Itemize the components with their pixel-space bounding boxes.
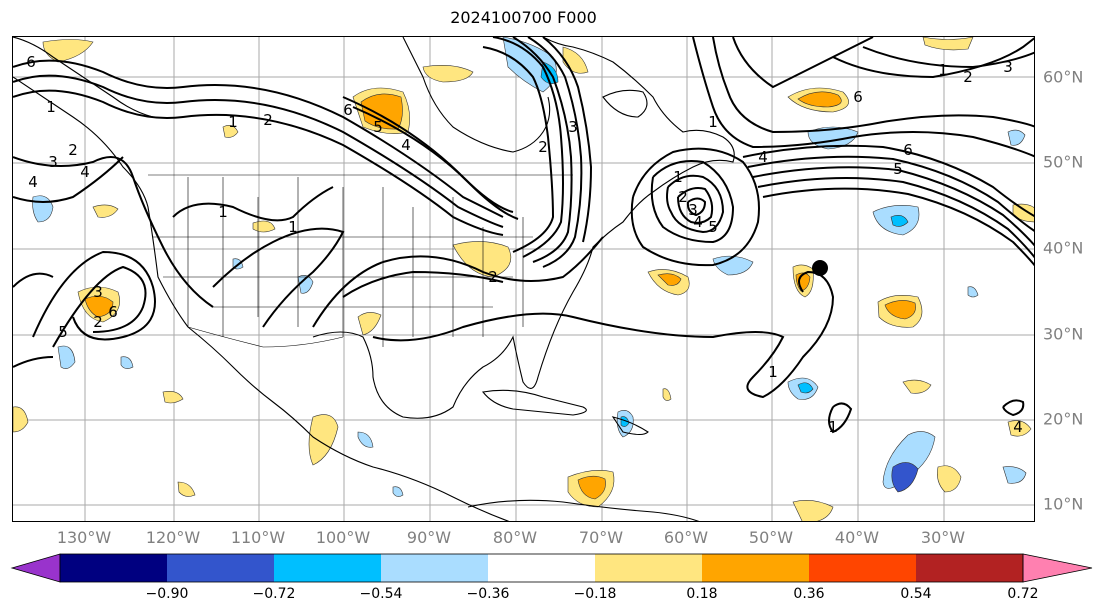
colorbar-extend-max	[1022, 553, 1093, 583]
latitude-label: 40°N	[1043, 238, 1084, 258]
latitude-label: 30°N	[1043, 324, 1084, 344]
colorbar-segment	[60, 554, 167, 582]
contour-label: 6	[853, 88, 863, 106]
colorbar-tick-label: −0.72	[252, 586, 296, 602]
colorbar-segment	[702, 554, 809, 582]
contour-label: 1	[828, 418, 838, 436]
colorbar-tick-label: −0.54	[359, 586, 403, 602]
latitude-label: 50°N	[1043, 152, 1084, 172]
contour-label: 2	[963, 68, 973, 86]
contour-label: 4	[1013, 418, 1023, 436]
colorbar-segment	[916, 554, 1023, 582]
map-title: 2024100700 F000	[450, 8, 597, 27]
latitude-label: 10°N	[1043, 494, 1084, 514]
colorbar-tick-label: −0.18	[573, 586, 617, 602]
colorbar	[10, 553, 1093, 583]
colorbar-tick-label: 0.36	[793, 586, 825, 602]
contour-label: 5	[373, 118, 383, 136]
longitude-label: 130°W	[56, 528, 112, 547]
contour-label: 6	[108, 303, 118, 321]
contour-label: 4	[758, 148, 768, 166]
contour-label: 6	[343, 101, 353, 119]
contour-label: 1	[228, 113, 238, 131]
contour-label: 5	[58, 323, 68, 341]
contour-label: 2	[488, 268, 498, 286]
colorbar-extend-min	[10, 553, 61, 583]
contour-label: 5	[893, 160, 903, 178]
contour-label: 3	[93, 283, 103, 301]
colorbar-tick-label: 0.18	[686, 586, 718, 602]
contour-label: 1	[46, 98, 56, 116]
contour-label: 6	[26, 53, 36, 71]
colorbar-segment	[809, 554, 916, 582]
colorbar-tick-label: −0.36	[466, 586, 510, 602]
contour-label: 2	[678, 188, 688, 206]
contour-label: 1	[673, 168, 683, 186]
longitude-label: 80°W	[492, 528, 538, 547]
longitude-label: 30°W	[920, 528, 966, 547]
contour-label: 2	[538, 138, 548, 156]
longitude-label: 120°W	[145, 528, 201, 547]
colorbar-tick-label: 0.72	[1007, 586, 1039, 602]
colorbar-tick-label: −0.90	[145, 586, 189, 602]
contours	[13, 37, 1034, 434]
contour-label: 4	[28, 173, 38, 191]
latitude-label: 20°N	[1043, 409, 1084, 429]
contour-label: 4	[693, 213, 703, 231]
longitude-label: 110°W	[230, 528, 286, 547]
longitude-label: 90°W	[406, 528, 452, 547]
contour-label: 3	[1003, 58, 1013, 76]
contour-label: 6	[903, 141, 913, 159]
contour-label: 4	[80, 163, 90, 181]
colorbar-segment	[274, 554, 381, 582]
anomaly-patches	[13, 37, 1034, 521]
borders	[148, 174, 573, 348]
longitude-label: 60°W	[663, 528, 709, 547]
contour-label: 1	[938, 61, 948, 79]
coastlines	[13, 37, 735, 521]
contour-label: 2	[68, 141, 78, 159]
colorbar-segment	[488, 554, 595, 582]
contour-label: 2	[263, 111, 273, 129]
contour-label: 3	[688, 201, 698, 219]
latitude-label: 60°N	[1043, 67, 1084, 87]
colorbar-segment	[167, 554, 274, 582]
longitude-label: 40°W	[834, 528, 880, 547]
contour-label: 1	[218, 203, 228, 221]
storm-center-marker	[812, 260, 828, 276]
contour-label: 3	[48, 153, 58, 171]
longitude-label: 70°W	[578, 528, 624, 547]
contour-label: 1	[288, 218, 298, 236]
contour-label: 1	[708, 113, 718, 131]
longitude-label: 100°W	[315, 528, 371, 547]
contour-label: 3	[568, 118, 578, 136]
colorbar-segment	[381, 554, 488, 582]
colorbar-tick-label: 0.54	[900, 586, 932, 602]
longitude-label: 50°W	[748, 528, 794, 547]
graticule	[13, 37, 1034, 521]
contour-label: 5	[708, 218, 718, 236]
contour-label: 2	[93, 313, 103, 331]
contour-label: 4	[401, 136, 411, 154]
contour-label: 1	[768, 363, 778, 381]
colorbar-outline	[59, 553, 1024, 583]
colorbar-segment	[595, 554, 702, 582]
